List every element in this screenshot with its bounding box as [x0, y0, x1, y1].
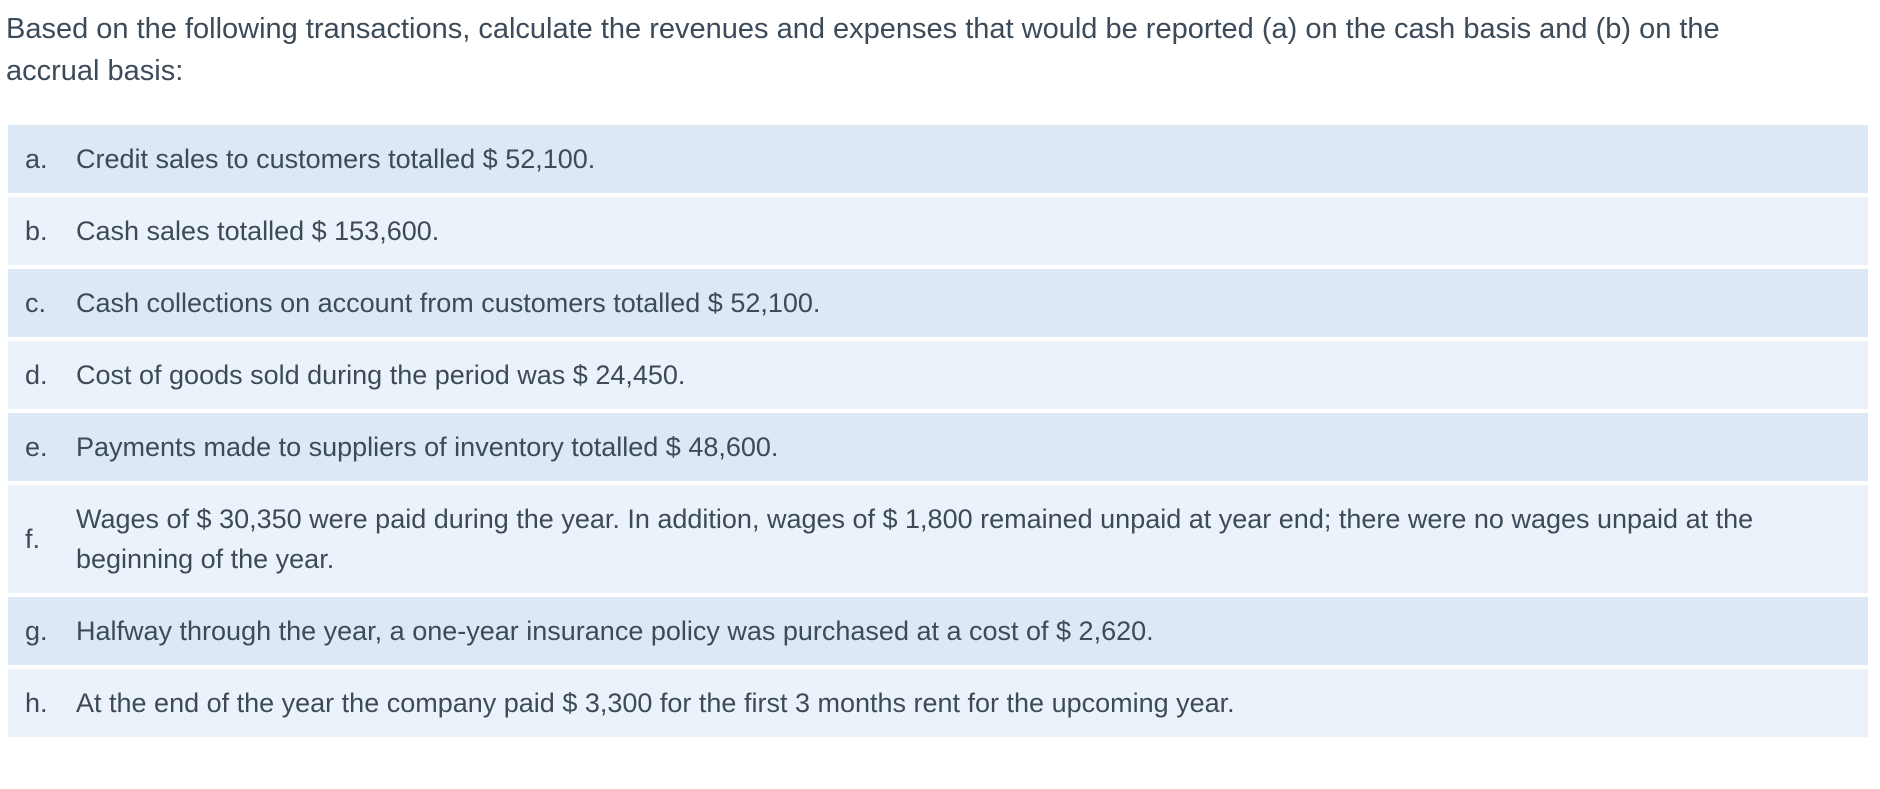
transaction-text: Cash collections on account from custome… [76, 288, 821, 318]
transaction-letter: c. [25, 288, 47, 318]
transaction-text: Wages of $ 30,350 were paid during the y… [76, 504, 1754, 574]
transaction-letter: b. [25, 216, 48, 246]
transaction-letter: a. [25, 144, 48, 174]
transaction-text: Halfway through the year, a one-year ins… [76, 616, 1154, 646]
transaction-row: e. Payments made to suppliers of inventor… [8, 413, 1868, 481]
transaction-row: b. Cash sales totalled $ 153,600. [8, 197, 1868, 265]
transaction-row: h. At the end of the year the company pai… [8, 669, 1868, 737]
transaction-letter: g. [25, 616, 48, 646]
transaction-letter: h. [25, 688, 48, 718]
transaction-text: Credit sales to customers totalled $ 52,… [76, 144, 596, 174]
transaction-row: a. Credit sales to customers totalled $ 5… [8, 125, 1868, 193]
transaction-letter: f. [25, 524, 41, 554]
transaction-row: f. Wages of $ 30,350 were paid during the… [8, 485, 1868, 593]
question-text-line-2: accrual basis: [6, 55, 184, 87]
transaction-text: Payments made to suppliers of inventory … [76, 432, 779, 462]
question-text: Based on the following transactions, cal… [6, 8, 1868, 92]
transaction-text: Cash sales totalled $ 153,600. [76, 216, 440, 246]
question-text-line-1: Based on the following transactions, cal… [6, 13, 1720, 45]
transaction-text: At the end of the year the company paid … [76, 688, 1235, 718]
transaction-row: d. Cost of goods sold during the period w… [8, 341, 1868, 409]
transaction-text: Cost of goods sold during the period was… [76, 360, 686, 390]
transaction-letter: e. [25, 432, 48, 462]
transaction-letter: d. [25, 360, 48, 390]
transaction-row: g. Halfway through the year, a one-year i… [8, 597, 1868, 665]
transaction-row: c. Cash collections on account from custo… [8, 269, 1868, 337]
transactions-list: a. Credit sales to customers totalled $ 5… [8, 125, 1868, 737]
